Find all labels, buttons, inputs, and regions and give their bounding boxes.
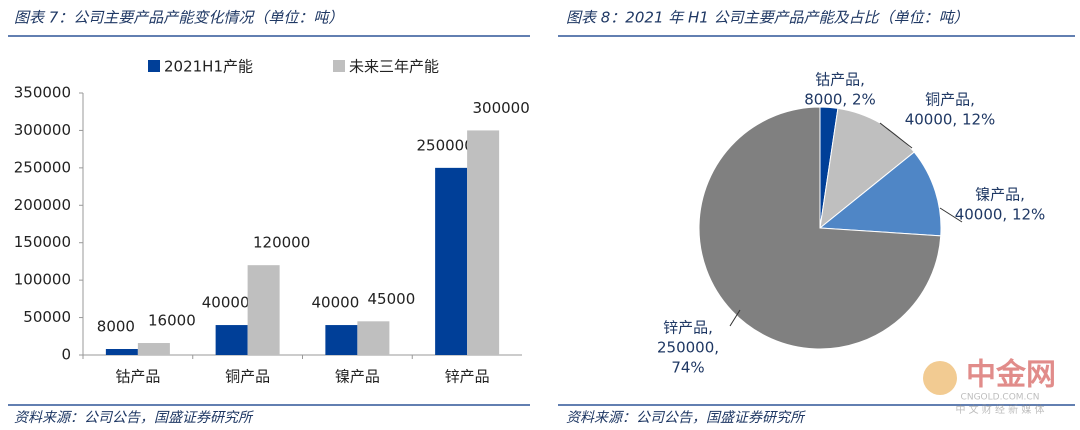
x-tick-label: 钴产品	[115, 368, 160, 386]
data-label: 120000	[253, 234, 310, 252]
legend-swatch	[333, 60, 345, 72]
y-tick-label: 150000	[14, 233, 71, 251]
bar	[325, 325, 358, 355]
x-tick-label: 锌产品	[445, 368, 490, 386]
chart-title: 图表 7：公司主要产品产能变化情况（单位：吨）	[14, 9, 343, 27]
data-label: 250000	[416, 136, 473, 154]
leader-line	[729, 309, 741, 327]
source: 资料来源：公司公告，国盛证券研究所	[566, 410, 806, 426]
data-label: 40000, 12%	[905, 111, 996, 129]
bar	[247, 265, 280, 355]
bar	[105, 349, 138, 355]
leader-line	[939, 207, 963, 223]
watermark-tagline: 中 文 财 经 新 媒 体	[955, 403, 1044, 416]
y-tick-label: 250000	[14, 158, 71, 176]
data-label: 铜产品,	[925, 91, 975, 109]
leader-line	[879, 122, 913, 149]
bar	[357, 321, 390, 355]
data-label: 钴产品,	[815, 71, 865, 89]
legend-label: 未来三年产能	[349, 58, 439, 76]
y-tick-label: 50000	[23, 308, 71, 326]
data-label: 40000, 12%	[955, 206, 1046, 224]
legend-label: 2021H1产能	[164, 58, 253, 76]
data-label: 45000	[368, 290, 416, 308]
y-tick-label: 350000	[14, 84, 71, 102]
data-label: 锌产品,	[663, 319, 713, 337]
watermark: 中金网 CNGOLD.COM.CN 中 文 财 经 新 媒 体	[923, 358, 1056, 416]
source: 资料来源：公司公告，国盛证券研究所	[14, 410, 254, 426]
data-label: 40000	[312, 294, 360, 312]
x-tick-label: 镍产品	[335, 368, 380, 386]
data-label: 300000	[472, 99, 529, 117]
legend-swatch	[148, 60, 160, 72]
watermark-brand: 中金网	[966, 358, 1056, 393]
bar	[215, 325, 248, 355]
bar	[137, 343, 170, 355]
bar	[435, 167, 468, 355]
data-label: 镍产品,	[975, 186, 1025, 204]
data-label: 8000, 2%	[804, 91, 876, 109]
y-tick-label: 200000	[14, 196, 71, 214]
watermark-domain: CNGOLD.COM.CN	[961, 393, 1040, 403]
data-label: 74%	[671, 359, 704, 377]
y-tick-label: 300000	[14, 121, 71, 139]
data-label: 8000	[97, 318, 135, 336]
watermark-logo	[923, 361, 957, 395]
chart-title: 图表 8：2021 年 H1 公司主要产品产能及占比（单位：吨）	[566, 9, 969, 27]
y-tick-label: 100000	[14, 271, 71, 289]
bar	[467, 130, 500, 355]
data-label: 40000	[202, 294, 250, 312]
pie-slice	[818, 151, 942, 237]
pie-slice	[698, 106, 942, 350]
x-tick-label: 铜产品	[225, 368, 270, 386]
data-label: 250000,	[657, 339, 719, 357]
y-tick-label: 0	[61, 346, 71, 364]
data-label: 16000	[148, 312, 196, 330]
